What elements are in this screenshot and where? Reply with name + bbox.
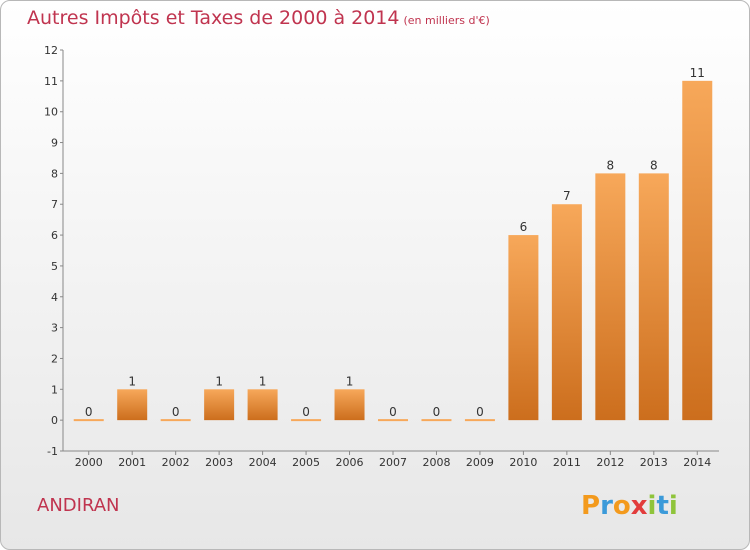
chart-title: Autres Impôts et Taxes de 2000 à 2014 (en… [27, 7, 490, 29]
x-tick-label: 2013 [640, 456, 668, 469]
logo-letter: x [630, 491, 648, 521]
y-tick-label: 9 [51, 137, 58, 150]
title-text: Autres Impôts et Taxes de 2000 à 2014 [27, 7, 400, 29]
x-tick-label: 2010 [509, 456, 537, 469]
x-tick-label: 2002 [162, 456, 190, 469]
x-tick-label: 2008 [422, 456, 450, 469]
logo-letter: i [647, 491, 657, 521]
y-tick-label: 1 [51, 383, 58, 396]
y-tick-label: 11 [44, 75, 58, 88]
logo-letter: i [668, 491, 678, 521]
data-label: 6 [520, 220, 528, 234]
data-label: 1 [128, 374, 136, 388]
y-tick-label: 8 [51, 167, 58, 180]
x-tick-label: 2007 [379, 456, 407, 469]
bar [117, 389, 148, 421]
bar [638, 173, 669, 421]
data-label: 0 [85, 405, 93, 419]
data-label: 0 [302, 405, 310, 419]
data-label: 0 [172, 405, 180, 419]
logo-letter: r [600, 491, 613, 521]
y-tick-label: -1 [47, 445, 58, 458]
bar [204, 389, 235, 421]
x-tick-label: 2003 [205, 456, 233, 469]
y-tick-label: 3 [51, 322, 58, 335]
y-tick-label: 12 [44, 44, 58, 57]
y-tick-label: 10 [44, 106, 58, 119]
data-label: 8 [650, 158, 658, 172]
bar [595, 173, 626, 421]
y-tick-label: 4 [51, 291, 58, 304]
data-label: 0 [389, 405, 397, 419]
bar [247, 389, 278, 421]
logo-letter: P [581, 491, 601, 521]
x-tick-label: 2014 [683, 456, 711, 469]
bar [682, 80, 713, 421]
proxiti-logo: Proxiti [581, 491, 678, 521]
y-tick-label: 5 [51, 260, 58, 273]
logo-letter: t [656, 491, 669, 521]
data-label: 7 [563, 189, 571, 203]
commune-name: ANDIRAN [37, 495, 120, 516]
data-label: 11 [690, 66, 705, 80]
data-label: 0 [433, 405, 441, 419]
x-tick-label: 2012 [596, 456, 624, 469]
y-tick-label: 6 [51, 229, 58, 242]
data-label: 1 [259, 374, 267, 388]
data-label: 1 [346, 374, 354, 388]
y-tick-label: 7 [51, 198, 58, 211]
x-tick-label: 2000 [75, 456, 103, 469]
data-label: 0 [476, 405, 484, 419]
bar [334, 389, 365, 421]
bar [508, 235, 539, 421]
data-label: 8 [607, 158, 615, 172]
x-tick-label: 2001 [118, 456, 146, 469]
y-tick-label: 2 [51, 352, 58, 365]
title-unit: (en milliers d'€) [403, 14, 490, 27]
x-tick-label: 2005 [292, 456, 320, 469]
x-tick-label: 2009 [466, 456, 494, 469]
y-tick-label: 0 [51, 414, 58, 427]
x-tick-label: 2004 [249, 456, 277, 469]
x-tick-label: 2006 [336, 456, 364, 469]
data-label: 1 [215, 374, 223, 388]
logo-letter: o [612, 491, 631, 521]
x-tick-label: 2011 [553, 456, 581, 469]
bar [551, 204, 582, 421]
